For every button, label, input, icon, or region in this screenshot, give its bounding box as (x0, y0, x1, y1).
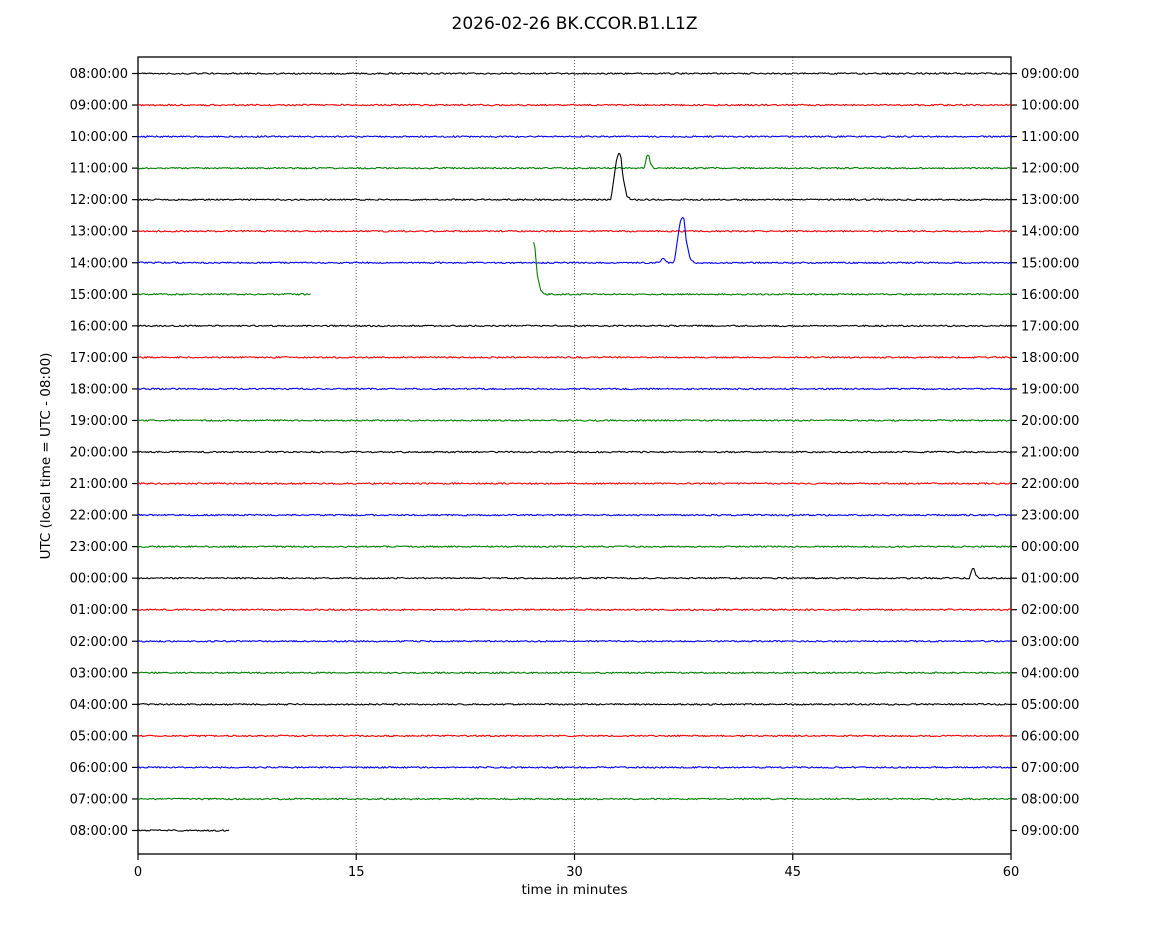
trace-row (137, 292, 311, 296)
right-time-labels: 09:00:00 10:00:00 11:00:00 12:00:00 13:00:00… (1011, 67, 1079, 839)
utc-hour-label: 16:00:00 (70, 319, 128, 334)
utc-hour-label: 09:00:00 (70, 99, 128, 114)
utc-hour-label: 01:00:00 (70, 603, 128, 618)
end-hour-label: 19:00:00 (1021, 382, 1079, 397)
trace-row (137, 513, 1012, 517)
trace-row (137, 703, 1012, 706)
utc-hour-label: 02:00:00 (70, 635, 128, 650)
trace-row (137, 135, 1012, 138)
end-hour-label: 20:00:00 (1021, 414, 1079, 429)
trace-row (137, 154, 1012, 170)
trace-row (137, 450, 1012, 454)
trace-row (137, 216, 1012, 265)
utc-hour-label: 20:00:00 (70, 446, 128, 461)
x-axis-label: time in minutes (521, 882, 628, 898)
utc-hour-label: 22:00:00 (70, 509, 128, 524)
end-hour-label: 21:00:00 (1021, 446, 1079, 461)
utc-hour-label: 21:00:00 (70, 477, 128, 492)
utc-hour-label: 12:00:00 (70, 193, 128, 208)
end-hour-label: 05:00:00 (1021, 698, 1079, 713)
utc-hour-label: 07:00:00 (70, 792, 128, 807)
utc-hour-label: 04:00:00 (70, 698, 128, 713)
utc-hour-label: 05:00:00 (70, 729, 128, 744)
left-time-labels: 08:00:00 09:00:00 10:00:00 11:00:00 12:00:00… (70, 67, 138, 839)
utc-hour-label: 14:00:00 (70, 256, 128, 271)
utc-hour-label: 15:00:00 (70, 288, 128, 303)
trace-row (137, 72, 1012, 75)
trace-row (137, 671, 1012, 675)
trace-row (137, 356, 1012, 359)
trace-row (137, 387, 1012, 391)
x-tick-label: 45 (784, 865, 801, 880)
utc-hour-label: 19:00:00 (70, 414, 128, 429)
utc-hour-label: 18:00:00 (70, 382, 128, 397)
end-hour-label: 04:00:00 (1021, 666, 1079, 681)
trace-row (137, 229, 1012, 233)
utc-hour-label: 06:00:00 (70, 761, 128, 776)
end-hour-label: 10:00:00 (1021, 99, 1079, 114)
trace-row (137, 419, 1012, 422)
utc-hour-label: 13:00:00 (70, 225, 128, 240)
end-hour-label: 14:00:00 (1021, 225, 1079, 240)
trace-row (137, 103, 1012, 107)
trace-row (533, 242, 1012, 296)
end-hour-label: 09:00:00 (1021, 67, 1079, 82)
end-hour-label: 07:00:00 (1021, 761, 1079, 776)
utc-hour-label: 03:00:00 (70, 666, 128, 681)
utc-hour-label: 08:00:00 (70, 824, 128, 839)
plot-title: 2026-02-26 BK.CCOR.B1.L1Z (451, 14, 698, 34)
utc-hour-label: 08:00:00 (70, 67, 128, 82)
end-hour-label: 08:00:00 (1021, 792, 1079, 807)
x-tick-label: 0 (134, 865, 142, 880)
end-hour-label: 17:00:00 (1021, 319, 1079, 334)
trace-row (137, 567, 1012, 580)
end-hour-label: 22:00:00 (1021, 477, 1079, 492)
utc-hour-label: 23:00:00 (70, 540, 128, 555)
x-tick-label: 30 (566, 865, 583, 880)
x-tick-label: 15 (348, 865, 365, 880)
end-hour-label: 01:00:00 (1021, 572, 1079, 587)
utc-hour-label: 10:00:00 (70, 130, 128, 145)
end-hour-label: 18:00:00 (1021, 351, 1079, 366)
trace-row (137, 734, 1012, 738)
trace-row (137, 829, 230, 832)
end-hour-label: 06:00:00 (1021, 729, 1079, 744)
end-hour-label: 15:00:00 (1021, 256, 1079, 271)
end-hour-label: 00:00:00 (1021, 540, 1079, 555)
end-hour-label: 16:00:00 (1021, 288, 1079, 303)
gridlines (355, 57, 794, 854)
utc-hour-label: 00:00:00 (70, 572, 128, 587)
trace-row (137, 152, 1012, 201)
x-tick-label: 60 (1003, 865, 1020, 880)
end-hour-label: 13:00:00 (1021, 193, 1079, 208)
end-hour-label: 12:00:00 (1021, 162, 1079, 177)
plot-frame (137, 56, 1012, 855)
utc-hour-label: 17:00:00 (70, 351, 128, 366)
utc-hour-label: 11:00:00 (70, 162, 128, 177)
x-axis-ticks: 0 15 30 45 60 (134, 854, 1019, 880)
trace-row (137, 324, 1012, 328)
trace-row (137, 545, 1012, 548)
trace-row (137, 608, 1012, 612)
end-hour-label: 09:00:00 (1021, 824, 1079, 839)
end-hour-label: 23:00:00 (1021, 509, 1079, 524)
trace-row (137, 766, 1012, 769)
end-hour-label: 03:00:00 (1021, 635, 1079, 650)
end-hour-label: 02:00:00 (1021, 603, 1079, 618)
trace-row (137, 797, 1012, 801)
waveform-traces (137, 72, 1012, 832)
trace-row (137, 482, 1012, 485)
end-hour-label: 11:00:00 (1021, 130, 1079, 145)
trace-row (137, 639, 1012, 643)
